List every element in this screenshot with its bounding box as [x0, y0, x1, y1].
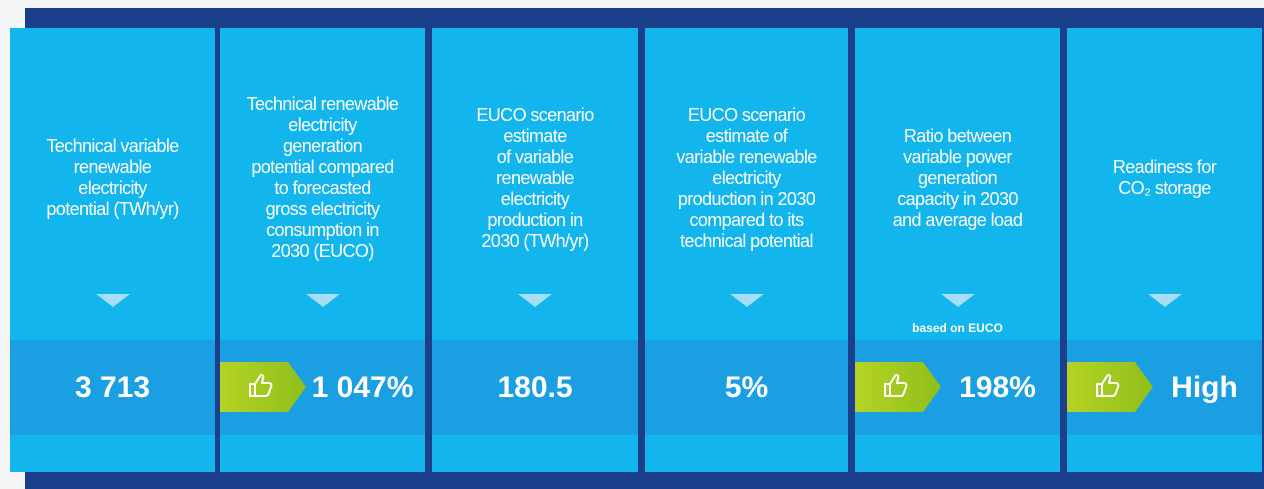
- arrow-down: [95, 294, 130, 307]
- value: 198%: [959, 371, 1036, 404]
- arrow-down: [518, 294, 552, 307]
- header-line: generation: [282, 136, 363, 156]
- column-header: Readiness for CO₂ storage: [1067, 48, 1262, 308]
- header-line: and average load: [892, 209, 1023, 230]
- header-line: to forecasted: [274, 178, 371, 198]
- header-line: 2030 (EUCO): [271, 241, 374, 261]
- header-line: production in: [487, 209, 583, 230]
- header-line: variable renewable: [676, 146, 817, 167]
- header-line: 2030 (TWh/yr): [481, 230, 589, 251]
- header-line: estimate: [503, 125, 567, 146]
- header-line: capacity in 2030: [897, 188, 1018, 209]
- header-line: estimate of: [705, 125, 788, 146]
- thumbs-up-badge: [220, 362, 306, 412]
- column: Technical variable renewable electricity po…: [10, 28, 215, 472]
- column-header: EUCO scenario estimate of variable renewabl…: [432, 48, 638, 308]
- header-line: consumption in: [266, 220, 379, 240]
- arrow-down: [940, 294, 975, 307]
- arrow-down: [305, 294, 340, 307]
- header-line: gross electricity: [265, 199, 380, 219]
- header-line: production in 2030: [677, 188, 816, 209]
- column-header: Technical renewable electricity generation…: [220, 48, 425, 308]
- header-line: of variable: [496, 146, 574, 167]
- header-line: Ratio between: [903, 125, 1012, 146]
- column-header: Technical variable renewable electricity po…: [10, 48, 215, 308]
- column: Ratio between variable power generation cap…: [855, 28, 1060, 472]
- column: Technical renewable electricity generation…: [220, 28, 425, 472]
- value: 180.5: [497, 371, 573, 404]
- value-band: [10, 340, 215, 435]
- header-line: electricity: [712, 167, 781, 188]
- header-line: potential compared: [251, 157, 394, 177]
- arrow-down: [729, 294, 764, 307]
- header-line: renewable: [496, 167, 574, 188]
- header-line: EUCO scenario: [476, 104, 594, 125]
- column-header: EUCO scenario estimate of variable renewab…: [645, 48, 848, 308]
- arrow-down: [1147, 294, 1182, 307]
- header-line: electricity: [78, 178, 147, 198]
- header-line: Readiness for: [1112, 157, 1217, 177]
- header-line: potential (TWh/yr): [46, 199, 179, 219]
- header-line: technical potential: [680, 230, 813, 251]
- column: Readiness for CO₂ storage High: [1067, 28, 1262, 472]
- column: EUCO scenario estimate of variable renewab…: [645, 28, 848, 472]
- header-line: generation: [917, 167, 998, 188]
- header-line: electricity: [500, 188, 570, 209]
- value: 3 713: [74, 371, 151, 404]
- value: 1 047%: [311, 371, 414, 404]
- thumbs-up-badge: [855, 362, 941, 412]
- column: EUCO scenario estimate of variable renewabl…: [432, 28, 638, 472]
- value-band: [432, 340, 638, 435]
- value-band: [645, 340, 848, 435]
- header-line: CO₂ storage: [1118, 178, 1211, 198]
- value: High: [1171, 371, 1238, 404]
- header-line: variable power: [903, 146, 1012, 167]
- thumbs-up-badge: [1067, 362, 1153, 412]
- value: 5%: [724, 371, 769, 404]
- column-header: Ratio between variable power generation cap…: [855, 48, 1060, 308]
- header-line: Technical renewable: [246, 94, 399, 114]
- header-line: EUCO scenario: [687, 104, 806, 125]
- header-line: Technical variable: [46, 136, 179, 156]
- header-line: compared to its: [689, 209, 804, 230]
- header-line: renewable: [73, 157, 152, 177]
- header-line: electricity: [288, 115, 357, 135]
- note: based on EUCO: [912, 321, 1003, 335]
